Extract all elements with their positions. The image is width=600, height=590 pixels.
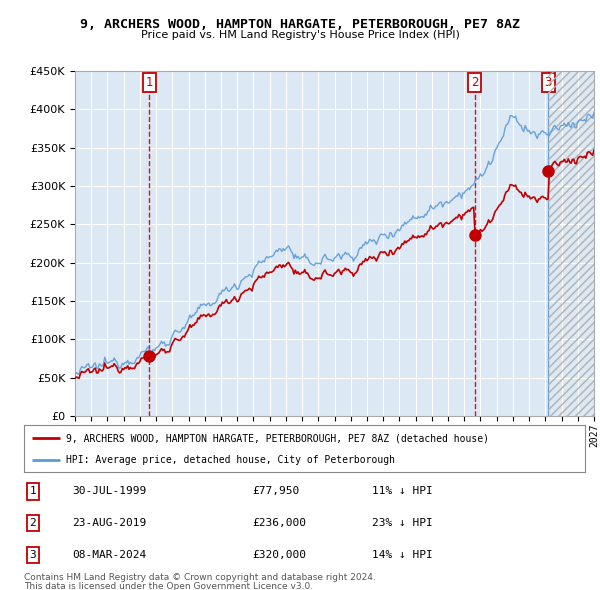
Text: 23% ↓ HPI: 23% ↓ HPI <box>372 519 433 528</box>
Text: 9, ARCHERS WOOD, HAMPTON HARGATE, PETERBOROUGH, PE7 8AZ (detached house): 9, ARCHERS WOOD, HAMPTON HARGATE, PETERB… <box>66 433 489 443</box>
Text: £236,000: £236,000 <box>252 519 306 528</box>
Text: 3: 3 <box>545 76 552 89</box>
Text: HPI: Average price, detached house, City of Peterborough: HPI: Average price, detached house, City… <box>66 455 395 465</box>
Text: 11% ↓ HPI: 11% ↓ HPI <box>372 487 433 496</box>
Text: Price paid vs. HM Land Registry's House Price Index (HPI): Price paid vs. HM Land Registry's House … <box>140 30 460 40</box>
Text: 23-AUG-2019: 23-AUG-2019 <box>72 519 146 528</box>
Text: This data is licensed under the Open Government Licence v3.0.: This data is licensed under the Open Gov… <box>24 582 313 590</box>
Text: 08-MAR-2024: 08-MAR-2024 <box>72 550 146 560</box>
Text: 9, ARCHERS WOOD, HAMPTON HARGATE, PETERBOROUGH, PE7 8AZ: 9, ARCHERS WOOD, HAMPTON HARGATE, PETERB… <box>80 18 520 31</box>
Text: 14% ↓ HPI: 14% ↓ HPI <box>372 550 433 560</box>
Text: 1: 1 <box>29 487 37 496</box>
Text: 2: 2 <box>29 519 37 528</box>
Text: £77,950: £77,950 <box>252 487 299 496</box>
Text: 30-JUL-1999: 30-JUL-1999 <box>72 487 146 496</box>
Text: 2: 2 <box>471 76 478 89</box>
Text: Contains HM Land Registry data © Crown copyright and database right 2024.: Contains HM Land Registry data © Crown c… <box>24 573 376 582</box>
Text: 3: 3 <box>29 550 37 560</box>
Text: 1: 1 <box>146 76 153 89</box>
Text: £320,000: £320,000 <box>252 550 306 560</box>
